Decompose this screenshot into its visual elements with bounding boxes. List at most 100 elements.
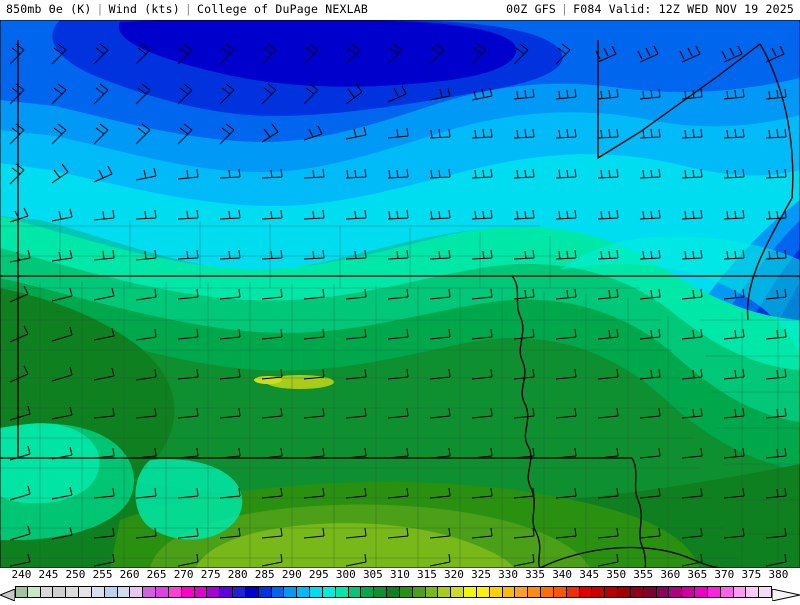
colorbar-swatch[interactable] [643, 586, 657, 598]
colorbar-swatch[interactable] [502, 586, 516, 598]
map-canvas[interactable] [0, 20, 800, 568]
header-overlay-label: Wind (kts) [108, 2, 180, 16]
header-source-label: College of DuPage NEXLAB [196, 2, 368, 16]
colorbar-swatch[interactable] [143, 586, 157, 598]
colorbar-swatch[interactable] [412, 586, 426, 598]
county-boundaries [0, 220, 800, 568]
colorbar-swatch[interactable] [618, 586, 631, 598]
colorbar-swatch[interactable] [669, 586, 683, 598]
colorbar-swatch[interactable] [553, 586, 567, 598]
colorbar-swatch[interactable] [399, 586, 413, 598]
colorbar-tick-label: 330 [498, 568, 518, 581]
header-separator-3: | [561, 2, 569, 16]
colorbar-swatch[interactable] [605, 586, 619, 598]
colorbar-tick-label: 265 [146, 568, 167, 581]
colorbar-right-arrow [771, 586, 800, 602]
colorbar-tick-label: 270 [173, 568, 194, 581]
header-separator-2: | [184, 2, 192, 16]
fill-pocket-teal-sw3 [135, 459, 243, 540]
colorbar-swatch[interactable] [168, 586, 182, 598]
colorbar-swatch[interactable] [310, 586, 323, 598]
colorbar-swatch[interactable] [79, 586, 92, 598]
colorbar-swatch[interactable] [579, 586, 593, 598]
colorbar-swatch[interactable] [733, 586, 747, 598]
colorbar-tick-label: 295 [308, 568, 329, 581]
colorbar[interactable]: 240 245 250 255 260 265 270 275 280 285 290 295 300 3… [0, 568, 800, 602]
colorbar-tick-label: 300 [335, 568, 356, 581]
colorbar-swatch[interactable] [476, 586, 490, 598]
colorbar-swatch[interactable] [746, 586, 760, 598]
colorbar-swatch[interactable] [233, 586, 246, 598]
colorbar-swatch[interactable] [207, 586, 221, 598]
colorbar-swatch[interactable] [707, 586, 721, 598]
colorbar-swatch[interactable] [117, 586, 131, 598]
colorbar-tick-label: 335 [525, 568, 546, 581]
colorbar-tick-label: 250 [65, 568, 86, 581]
colorbar-tick-label: 275 [200, 568, 221, 581]
colorbar-swatch[interactable] [53, 586, 67, 598]
colorbar-swatch[interactable] [66, 586, 80, 598]
fill-band-deepnavy [118, 20, 517, 87]
colorbar-tick-label: 240 [11, 568, 32, 581]
colorbar-tick-label: 255 [92, 568, 113, 581]
colorbar-swatch[interactable] [245, 586, 259, 598]
colorbar-tick-label: 355 [633, 568, 654, 581]
header-bar: 850mb Θe (K) | Wind (kts) | College of DuPag… [0, 0, 800, 20]
wind-barbs [9, 43, 787, 567]
colorbar-swatch[interactable] [425, 586, 439, 598]
colorbar-swatch[interactable] [451, 586, 465, 598]
colorbar-swatch[interactable] [15, 586, 28, 598]
colorbar-swatch[interactable] [156, 586, 169, 598]
colorbar-swatch[interactable] [630, 586, 644, 598]
colorbar-swatch[interactable] [695, 586, 708, 598]
colorbar-swatch[interactable] [720, 586, 734, 598]
colorbar-swatch[interactable] [91, 586, 105, 598]
colorbar-tick-label: 350 [606, 568, 627, 581]
colorbar-swatch[interactable] [297, 586, 311, 598]
colorbar-swatch[interactable] [258, 586, 272, 598]
colorbar-tick-label: 380 [768, 568, 789, 581]
colorbar-swatch[interactable] [348, 586, 362, 598]
colorbar-tick-label: 280 [227, 568, 248, 581]
colorbar-swatch[interactable] [220, 586, 234, 598]
colorbar-swatch[interactable] [271, 586, 285, 598]
colorbar-swatch[interactable] [181, 586, 195, 598]
colorbar-swatch[interactable] [656, 586, 670, 598]
colorbar-swatch[interactable] [528, 586, 542, 598]
colorbar-swatch[interactable] [361, 586, 375, 598]
colorbar-swatch[interactable] [284, 586, 298, 598]
colorbar-tick-label: 375 [741, 568, 762, 581]
colorbar-swatch[interactable] [592, 586, 606, 598]
theta-e-contour-plot [0, 20, 800, 568]
colorbar-swatch[interactable] [541, 586, 554, 598]
colorbar-tick-label: 315 [417, 568, 437, 581]
fill-band-green7 [196, 523, 514, 568]
colorbar-tick-label: 285 [254, 568, 275, 581]
colorbar-swatch[interactable] [759, 586, 772, 598]
colorbar-tick-label: 290 [281, 568, 302, 581]
colorbar-swatch[interactable] [515, 586, 529, 598]
header-right-text: 00Z GFS | F084 Valid: 12Z WED NOV 19 2025 [506, 2, 794, 16]
state-boundaries [0, 40, 800, 568]
colorbar-swatch[interactable] [438, 586, 452, 598]
colorbar-swatch[interactable] [566, 586, 580, 598]
colorbar-swatch[interactable] [374, 586, 388, 598]
colorbar-swatch[interactable] [130, 586, 144, 598]
colorbar-swatch[interactable] [387, 586, 400, 598]
colorbar-tick-label: 365 [687, 568, 708, 581]
colorbar-tick-label: 310 [389, 568, 410, 581]
colorbar-swatch[interactable] [40, 586, 54, 598]
colorbar-swatches[interactable] [0, 586, 800, 602]
colorbar-swatch[interactable] [194, 586, 208, 598]
colorbar-tick-label: 345 [579, 568, 600, 581]
colorbar-swatch[interactable] [322, 586, 336, 598]
header-model-label: 00Z GFS [506, 2, 557, 16]
colorbar-swatch[interactable] [335, 586, 349, 598]
colorbar-swatch[interactable] [489, 586, 503, 598]
colorbar-swatch[interactable] [104, 586, 118, 598]
colorbar-swatch[interactable] [682, 586, 695, 598]
colorbar-swatch[interactable] [27, 586, 41, 598]
colorbar-swatch[interactable] [464, 586, 477, 598]
colorbar-tick-label: 325 [471, 568, 491, 581]
